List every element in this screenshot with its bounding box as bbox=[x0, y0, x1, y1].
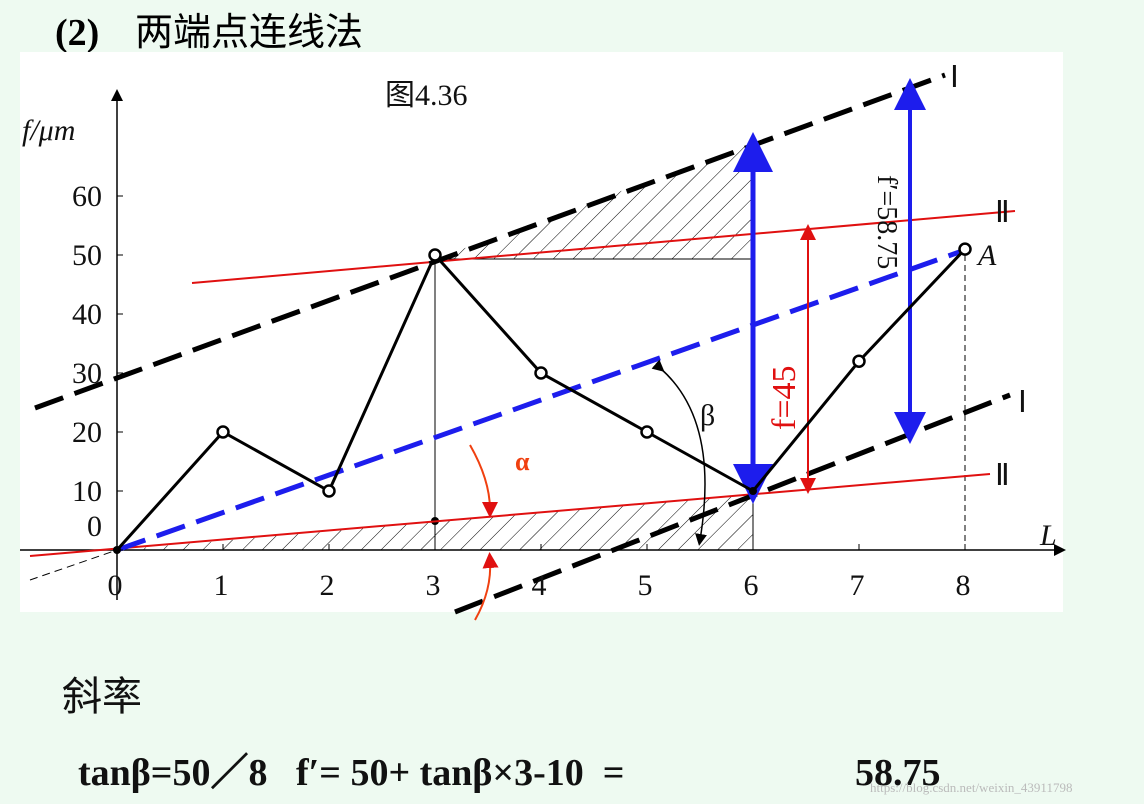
x-tick-label: 5 bbox=[638, 569, 653, 602]
x-tick-label: 7 bbox=[850, 569, 865, 602]
label: Ⅱ bbox=[995, 459, 1010, 492]
label: A bbox=[976, 239, 997, 272]
point bbox=[113, 546, 121, 554]
footer-heading: 斜率 bbox=[62, 674, 142, 719]
figure bbox=[20, 72, 1066, 621]
x-tick-label: 0 bbox=[108, 569, 123, 602]
title-number: (2) bbox=[55, 12, 99, 54]
label: Ⅰ bbox=[950, 61, 959, 94]
point bbox=[322, 484, 336, 498]
label: Ⅰ bbox=[1018, 386, 1027, 419]
caption: 图4.36 bbox=[385, 79, 468, 112]
point bbox=[852, 354, 866, 368]
line-I bbox=[454, 392, 1011, 615]
line-I bbox=[34, 72, 946, 411]
x-tick-label: 4 bbox=[532, 569, 547, 602]
point bbox=[534, 366, 548, 380]
angle-arc bbox=[469, 444, 498, 518]
x-tick-label: 3 bbox=[426, 569, 441, 602]
point bbox=[958, 242, 972, 256]
y-tick-label: 40 bbox=[72, 298, 102, 331]
x-tick-label: 8 bbox=[956, 569, 971, 602]
point bbox=[428, 248, 442, 262]
title: 两端点连线法 bbox=[135, 12, 363, 54]
x-tick-label: 1 bbox=[214, 569, 229, 602]
x-tick-label: 2 bbox=[320, 569, 335, 602]
x-label: L bbox=[1039, 519, 1057, 552]
y-tick-label: 50 bbox=[72, 239, 102, 272]
y-tick-label: 20 bbox=[72, 416, 102, 449]
x-tick-label: 6 bbox=[744, 569, 759, 602]
y-tick-label: 60 bbox=[72, 180, 102, 213]
label: f′=58.75 bbox=[871, 175, 902, 269]
label: f=45 bbox=[766, 366, 803, 431]
formula: tanβ=50／8 f′= 50+ tanβ×3-10 = bbox=[78, 752, 624, 794]
watermark: https://blog.csdn.net/weixin_43911798 bbox=[870, 780, 1072, 795]
point bbox=[640, 425, 654, 439]
y-tick-label: 10 bbox=[72, 475, 102, 508]
angle-arc bbox=[651, 359, 707, 546]
line-II bbox=[191, 210, 1016, 284]
label: α bbox=[515, 447, 530, 476]
y-label: f/μm bbox=[22, 114, 75, 147]
guide bbox=[29, 549, 118, 581]
result: 58.75 bbox=[855, 752, 941, 794]
line-II bbox=[29, 473, 991, 557]
y-tick-label: 0 bbox=[87, 510, 102, 543]
point bbox=[216, 425, 230, 439]
point bbox=[749, 487, 757, 495]
label: β bbox=[700, 399, 715, 432]
y-tick-label: 30 bbox=[72, 357, 102, 390]
angle-arc bbox=[474, 552, 499, 621]
line-A bbox=[116, 247, 966, 553]
label: Ⅱ bbox=[995, 196, 1010, 229]
